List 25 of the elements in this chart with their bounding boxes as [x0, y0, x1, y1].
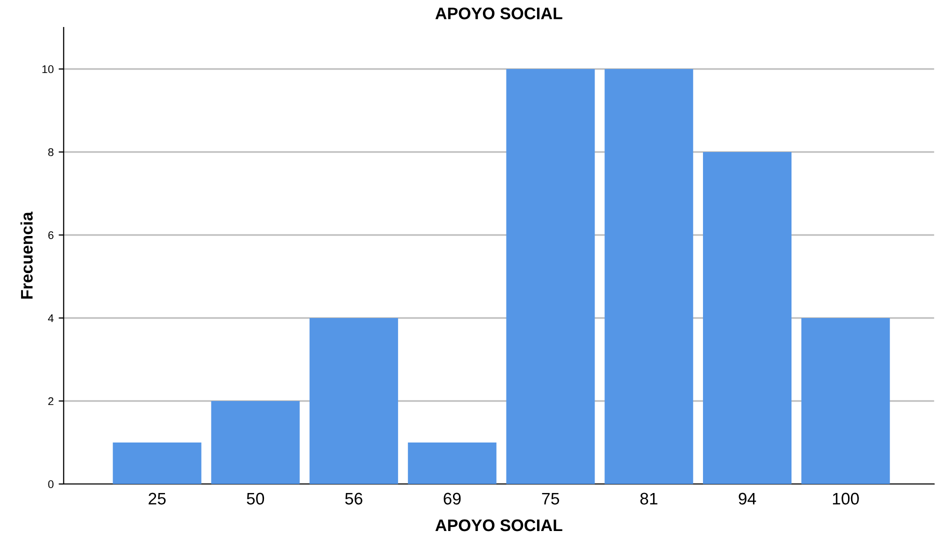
x-tick-label: 25	[148, 492, 166, 505]
bar	[801, 318, 890, 484]
x-tick-label: 100	[832, 492, 859, 505]
y-axis-title: Frecuencia	[20, 212, 33, 299]
bar	[211, 401, 300, 484]
x-tick-label: 50	[246, 492, 264, 505]
x-tick-label: 81	[640, 492, 658, 505]
y-tick-label: 10	[42, 65, 54, 74]
bar	[112, 442, 202, 484]
x-tick-label: 94	[738, 492, 756, 505]
y-tick-label: 0	[48, 480, 54, 488]
y-tick-label: 8	[48, 148, 54, 156]
x-tick-label: 56	[345, 492, 362, 505]
chart-title: APOYO SOCIAL	[435, 8, 562, 20]
y-tick-label: 4	[48, 314, 54, 322]
x-tick-label: 75	[542, 492, 560, 505]
x-axis-title: APOYO SOCIAL	[435, 519, 562, 532]
bar	[506, 69, 595, 484]
bar	[604, 69, 694, 484]
y-tick-label: 2	[48, 397, 54, 406]
bar	[702, 152, 792, 484]
x-tick-label: 69	[444, 492, 461, 505]
bar	[310, 318, 398, 484]
y-tick-label: 6	[48, 231, 54, 240]
bar	[408, 442, 496, 484]
